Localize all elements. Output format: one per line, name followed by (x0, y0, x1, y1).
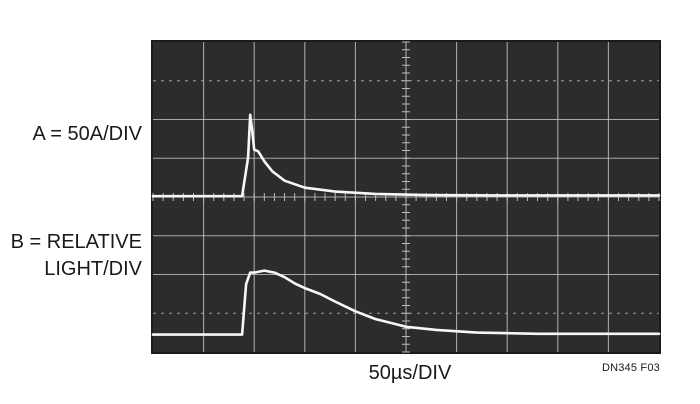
figure-id: DN345 F03 (601, 362, 660, 374)
trace-b-relative-light (151, 269, 661, 336)
channel-a-label: A = 50A/DIV (32, 123, 142, 145)
time-base-label: 50µs/DIV (368, 362, 452, 384)
channel-b-label-line1: B = RELATIVE (10, 231, 142, 253)
channel-b-label-line2: LIGHT/DIV (44, 258, 142, 280)
trace-a-current (151, 113, 661, 198)
